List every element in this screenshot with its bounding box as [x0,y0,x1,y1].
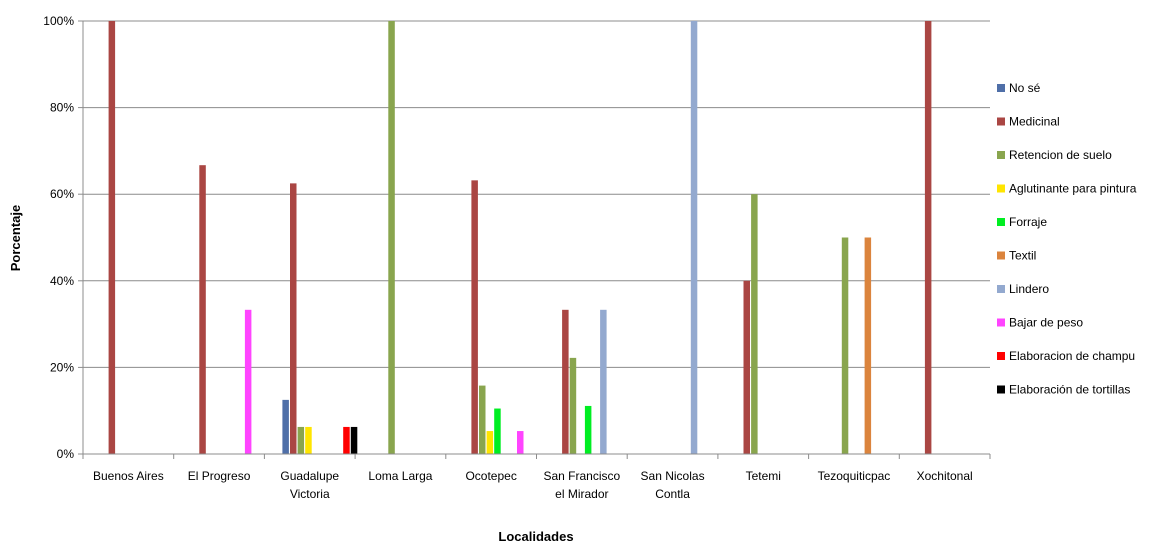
legend-swatch [997,117,1005,126]
bar [864,237,872,454]
bar [562,309,569,454]
x-tick-label: Ocotepec [465,469,516,483]
x-axis-title: Localidades [498,529,573,544]
y-tick-label: 20% [50,360,74,374]
legend-swatch [997,318,1005,327]
bar [600,309,607,454]
bar [751,194,758,454]
x-tick-label: San Nicolas Contla [641,469,705,501]
bar [841,237,849,454]
bar [471,180,478,454]
legend-swatch [997,84,1005,92]
x-tick-label: Xochitonal [917,469,973,483]
y-tick-labels: 0% 20% 40% 60% 80% 100% [43,14,74,461]
legend-swatch [997,285,1005,293]
x-tick-label: Tetemi [746,469,781,483]
legend-label: Textil [1009,249,1036,263]
x-tick-label: Loma Larga [368,469,432,483]
bar [199,165,206,454]
legend-label: Forraje [1009,215,1047,229]
bars [108,21,932,454]
gridlines [78,20,991,459]
x-tick-label: Buenos Aires [93,469,164,483]
legend-swatch [997,352,1005,360]
x-category-labels: Buenos Aires El Progreso Guadalupe Victoria… [93,469,973,501]
legend-label: Aglutinante para pintura [1009,182,1137,196]
bar [305,426,312,454]
bar [486,431,494,454]
axes [82,21,990,455]
bar [924,21,932,454]
legend-swatch [997,184,1005,193]
y-tick-label: 0% [57,447,75,461]
legend-label: Elaboracion de champu [1009,349,1135,363]
legend-label: Retencion de suelo [1009,148,1112,162]
y-tick-label: 80% [50,101,74,115]
bar [743,280,750,454]
y-tick-label: 40% [50,274,74,288]
legend: No sé Medicinal Retencion de suelo Aglutina… [997,81,1137,397]
legend-swatch [997,151,1005,159]
legend-swatch [997,251,1005,260]
bar [343,426,350,454]
y-tick-label: 60% [50,187,74,201]
bar [569,357,577,454]
bar [517,431,524,454]
legend-swatch [997,218,1005,226]
bar [479,385,486,454]
bar [494,408,501,454]
legend-swatch [997,385,1005,394]
bar [584,405,592,454]
x-tick-label: Guadalupe Victoria [280,469,339,501]
legend-label: No sé [1009,81,1041,95]
x-tick-label: Tezoquiticpac [818,469,891,483]
bar [388,21,395,454]
x-tick-label: El Progreso [188,469,251,483]
legend-label: Elaboración de tortillas [1009,383,1130,397]
legend-label: Bajar de peso [1009,316,1083,330]
bar [282,399,289,454]
legend-label: Medicinal [1009,115,1060,129]
y-axis-title: Porcentaje [8,205,23,271]
bar [297,426,305,454]
legend-label: Lindero [1009,282,1049,296]
bar [108,21,116,454]
bar [350,426,358,454]
y-tick-label: 100% [43,14,74,28]
bar [290,183,297,454]
x-tick-label: San Francisco el Mirador [543,469,620,501]
bar [690,21,698,454]
bar [244,309,252,454]
